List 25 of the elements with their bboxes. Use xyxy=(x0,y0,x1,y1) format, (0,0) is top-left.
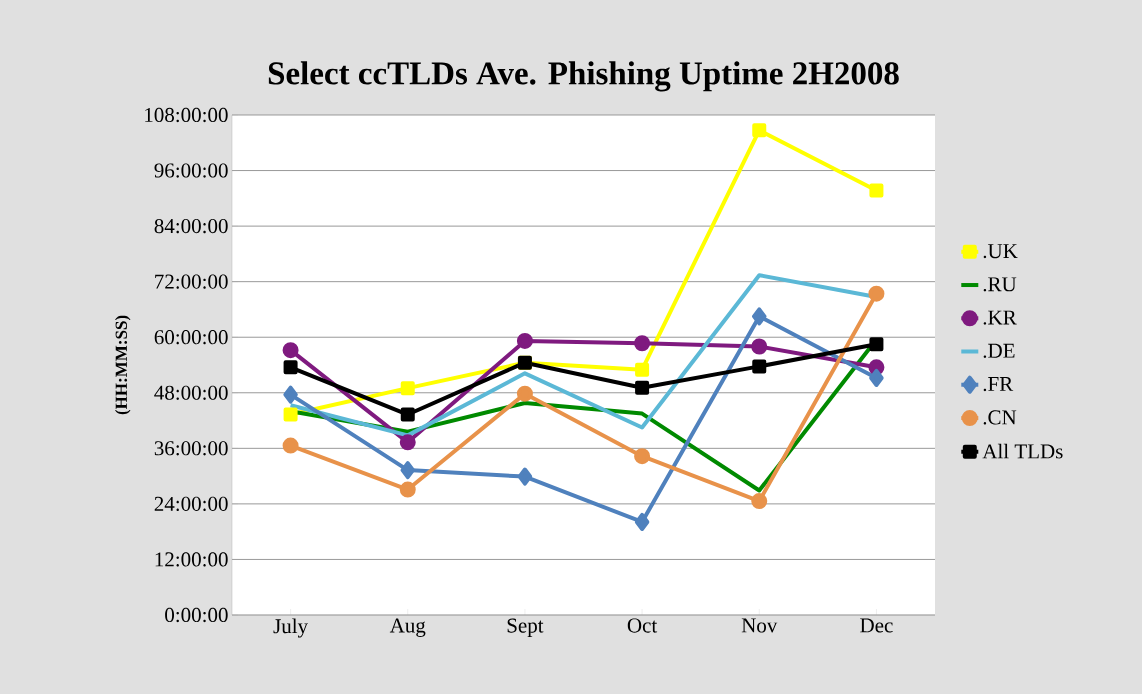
y-tick-label: 36:00:00 xyxy=(154,441,228,456)
y-tick-label: 108:00:00 xyxy=(145,107,228,123)
chart-title: Select ccTLDs Ave. Phishing Uptime 2H2008 xyxy=(268,61,899,92)
x-tick-label: Dec xyxy=(860,618,893,633)
y-tick-label: 24:00:00 xyxy=(154,496,228,512)
y-tick-label: 0:00:00 xyxy=(165,607,228,623)
x-tick-label: Oct xyxy=(627,618,658,633)
legend-label: .FR xyxy=(983,377,1014,392)
y-tick-label: 96:00:00 xyxy=(154,163,228,178)
y-tick-label: 12:00:00 xyxy=(155,552,228,567)
legend-label: .UK xyxy=(983,244,1018,259)
x-tick-label: Nov xyxy=(741,618,778,633)
legend-label: .DE xyxy=(983,343,1015,358)
x-tick-label: July xyxy=(273,618,309,638)
legend-label: .CN xyxy=(983,410,1017,425)
x-tick-label: Aug xyxy=(389,618,426,637)
y-tick-label: 60:00:00 xyxy=(154,330,228,345)
y-tick-label: 48:00:00 xyxy=(154,385,228,400)
x-tick-label: Sept xyxy=(507,618,544,637)
legend-label: .RU xyxy=(983,277,1017,292)
legend-label: All TLDs xyxy=(982,443,1063,459)
legend-label: .KR xyxy=(983,310,1017,325)
y-tick-label: 84:00:00 xyxy=(154,218,228,234)
y-axis-title: (HH:MM:SS) xyxy=(115,315,131,415)
y-tick-label: 72:00:00 xyxy=(155,274,228,289)
